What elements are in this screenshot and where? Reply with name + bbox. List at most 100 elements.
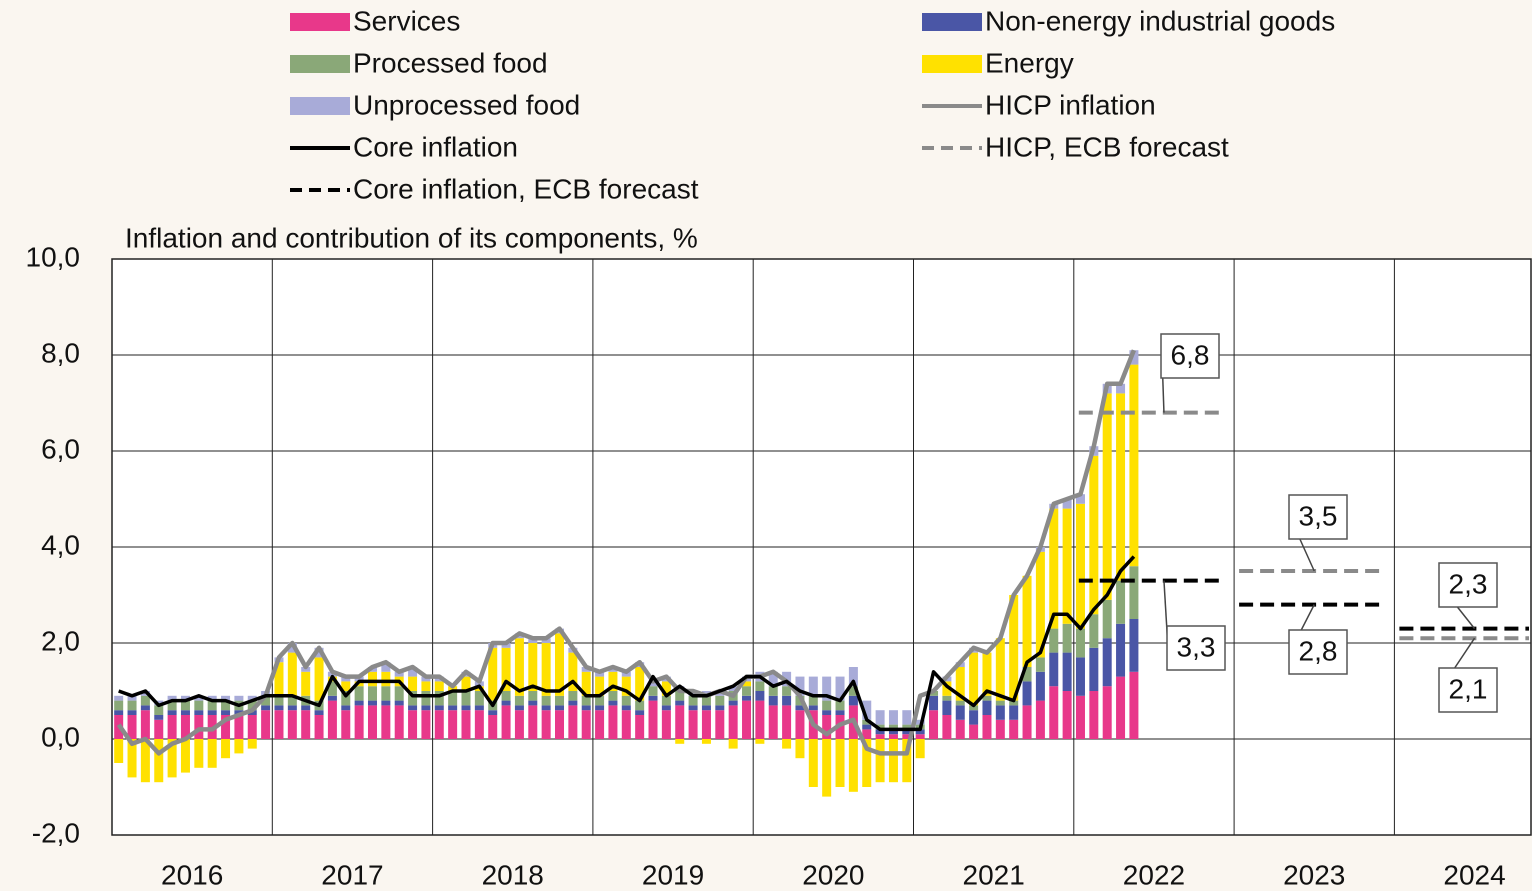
bar-segment xyxy=(982,652,992,696)
bar-segment xyxy=(1049,628,1059,653)
bar-segment xyxy=(635,700,645,711)
bar-segment xyxy=(1102,393,1112,600)
y-tick-label: 0,0 xyxy=(41,721,80,752)
bar-segment xyxy=(595,671,605,677)
bar-segment xyxy=(247,739,257,749)
x-tick-label: 2017 xyxy=(321,859,383,890)
bar-segment xyxy=(862,739,872,787)
bar-segment xyxy=(701,691,711,696)
bar-segment xyxy=(768,695,778,706)
bar-segment xyxy=(688,691,698,696)
bar-segment xyxy=(354,700,364,706)
legend-label: Processed food xyxy=(353,47,548,78)
legend-label: Services xyxy=(353,5,460,36)
bar-segment xyxy=(782,739,792,749)
bar-segment xyxy=(768,686,778,696)
bar-segment xyxy=(555,705,565,711)
bar-segment xyxy=(421,710,431,739)
bar-segment xyxy=(140,739,150,783)
bar-segment xyxy=(728,705,738,739)
bar-segment xyxy=(448,710,458,739)
bar-segment xyxy=(274,705,284,711)
bar-segment xyxy=(822,715,832,739)
bar-segment xyxy=(354,686,364,701)
bar-segment xyxy=(808,739,818,787)
bar-segment xyxy=(301,710,311,739)
bar-segment xyxy=(715,705,725,711)
bar-segment xyxy=(287,643,297,653)
bar-segment xyxy=(1089,647,1099,691)
bar-segment xyxy=(635,667,645,701)
data-label: 3,3 xyxy=(1177,631,1216,662)
bar-segment xyxy=(541,695,551,706)
bar-segment xyxy=(421,676,431,682)
bar-segment xyxy=(675,705,685,739)
bar-segment xyxy=(635,710,645,715)
bar-segment xyxy=(1089,614,1099,648)
bar-segment xyxy=(434,691,444,706)
bar-segment xyxy=(848,686,858,696)
bar-segment xyxy=(247,695,257,701)
bar-segment xyxy=(568,705,578,739)
bar-segment xyxy=(488,647,498,701)
bar-segment xyxy=(835,739,845,787)
bar-segment xyxy=(1009,700,1019,706)
bar-segment xyxy=(127,710,137,715)
bar-segment xyxy=(167,700,177,711)
bar-segment xyxy=(381,662,391,672)
bar-segment xyxy=(234,739,244,754)
bar-segment xyxy=(621,671,631,677)
bar-segment xyxy=(180,695,190,701)
bar-segment xyxy=(194,710,204,715)
bar-segment xyxy=(902,724,912,730)
bar-segment xyxy=(474,710,484,739)
bar-segment xyxy=(1075,494,1085,504)
bar-segment xyxy=(955,705,965,720)
bar-segment xyxy=(1049,652,1059,687)
bar-segment xyxy=(969,705,979,711)
y-tick-label: 2,0 xyxy=(41,625,80,656)
bar-segment xyxy=(742,700,752,739)
bar-segment xyxy=(661,710,671,739)
bar-segment xyxy=(1116,623,1126,677)
bar-segment xyxy=(1022,575,1032,667)
bar-segment xyxy=(862,719,872,725)
bar-segment xyxy=(929,691,939,696)
bar-segment xyxy=(1062,691,1072,739)
bar-segment xyxy=(969,724,979,739)
bar-segment xyxy=(1116,676,1126,739)
bar-segment xyxy=(701,710,711,739)
bar-segment xyxy=(394,700,404,706)
bar-segment xyxy=(367,671,377,687)
bar-segment xyxy=(942,715,952,739)
bar-segment xyxy=(982,715,992,739)
bar-segment xyxy=(969,710,979,725)
legend-label: Unprocessed food xyxy=(353,89,580,120)
bar-segment xyxy=(461,710,471,739)
bar-segment xyxy=(608,691,618,701)
bar-segment xyxy=(408,676,418,691)
legend-label: Core inflation xyxy=(353,131,518,162)
bar-segment xyxy=(808,705,818,711)
bar-segment xyxy=(795,705,805,711)
bar-segment xyxy=(327,700,337,739)
bar-segment xyxy=(848,739,858,792)
bar-segment xyxy=(701,739,711,744)
bar-segment xyxy=(1022,667,1032,682)
bar-segment xyxy=(875,734,885,739)
chart-title: Inflation and contribution of its compon… xyxy=(125,222,698,253)
bar-segment xyxy=(501,705,511,739)
bar-segment xyxy=(942,681,952,696)
bar-segment xyxy=(1129,619,1139,672)
bar-segment xyxy=(728,686,738,691)
bar-segment xyxy=(1075,628,1085,658)
bar-segment xyxy=(287,652,297,696)
legend-swatch xyxy=(290,97,350,115)
bar-segment xyxy=(875,739,885,783)
bar-segment xyxy=(822,739,832,797)
bar-segment xyxy=(1009,719,1019,739)
bar-segment xyxy=(127,695,137,701)
bar-segment xyxy=(1062,499,1072,509)
bar-segment xyxy=(862,700,872,720)
bar-segment xyxy=(194,695,204,701)
